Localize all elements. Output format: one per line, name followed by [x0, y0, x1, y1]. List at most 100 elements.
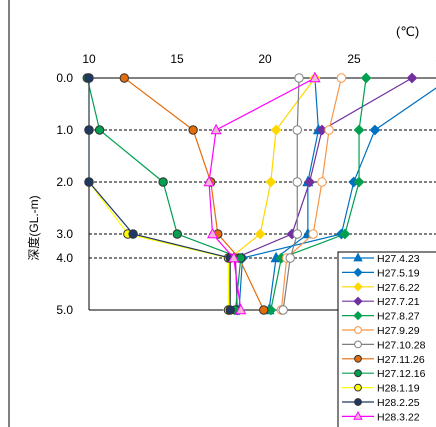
series-line [123, 77, 265, 311]
data-point [360, 72, 372, 84]
legend-label: H27.12.16 [377, 368, 426, 380]
series-line [88, 78, 231, 310]
legend-item: H27.11.26 [342, 354, 425, 366]
legend-item: H27.5.19 [342, 267, 420, 279]
data-point [354, 354, 362, 363]
data-point [353, 310, 363, 321]
legend-item: H27.6.22 [342, 282, 420, 294]
data-point [369, 124, 381, 136]
data-point [84, 73, 94, 83]
series-line [280, 77, 342, 311]
legend-item: H27.4.23 [342, 252, 420, 265]
legend-label: H27.7.21 [377, 296, 420, 308]
data-point [84, 125, 94, 135]
data-point [210, 123, 222, 135]
legend-item: H28.1.19 [342, 383, 420, 395]
data-point [354, 398, 362, 406]
series-line [282, 77, 300, 311]
legend-label: H27.8.27 [377, 311, 420, 323]
plot-area [82, 71, 436, 316]
x-tick-label: 15 [170, 52, 184, 66]
data-point [292, 229, 302, 239]
data-point [353, 282, 363, 292]
legend-item: H27.7.21 [342, 296, 420, 308]
legend-item: H27.9.29 [342, 325, 420, 337]
data-point [270, 124, 282, 136]
data-point [285, 253, 295, 263]
legend-label: H27.4.23 [377, 253, 420, 265]
series-H27.11.26 [119, 73, 269, 315]
data-point [354, 326, 362, 334]
y-tick-label: 5.0 [56, 303, 73, 317]
data-point [317, 177, 327, 187]
legend-label: H28.3.22 [377, 411, 420, 423]
legend-label: H28.2.25 [377, 397, 420, 409]
series-line [270, 77, 367, 311]
data-point [336, 73, 347, 83]
legend-item: H27.8.27 [342, 311, 420, 323]
data-point [354, 383, 362, 392]
data-point [304, 176, 316, 188]
series-line [86, 77, 242, 311]
series-H28.3.22 [203, 71, 321, 315]
data-point [353, 176, 365, 188]
data-point [292, 177, 302, 187]
data-point [353, 252, 363, 262]
data-point [228, 251, 240, 263]
y-tick-label: 4.0 [56, 251, 73, 265]
x-tick-label: 25 [347, 52, 361, 66]
data-point [294, 73, 304, 83]
series-line [88, 78, 230, 310]
y-tick-label: 0.0 [56, 71, 73, 85]
data-point [128, 229, 138, 239]
data-point [354, 340, 362, 349]
series-H28.2.25 [84, 73, 235, 315]
data-point [225, 305, 235, 315]
data-point [308, 229, 318, 239]
data-point [339, 228, 351, 240]
data-point [235, 303, 247, 315]
data-point [188, 125, 198, 135]
data-point [292, 125, 302, 135]
y-tick-label: 2.0 [56, 175, 73, 189]
legend-box [337, 251, 436, 427]
y-tick-label: 3.0 [56, 227, 73, 241]
data-point [354, 369, 362, 378]
legend-label: H27.11.26 [377, 354, 425, 366]
y-axis-title: 深度(GL.-m) [26, 195, 41, 260]
data-point [406, 72, 418, 84]
series-H28.1.19 [84, 73, 234, 315]
data-point [278, 305, 288, 315]
legend-label: H27.10.28 [377, 339, 426, 351]
data-point [119, 73, 130, 83]
data-point [84, 177, 94, 187]
legend-item: H28.2.25 [342, 397, 420, 409]
series-H27.10.28 [278, 73, 304, 315]
data-point [203, 175, 215, 187]
legend-item: H28.3.22 [342, 410, 420, 423]
series-H27.4.23 [263, 71, 324, 315]
data-point [353, 267, 363, 278]
legend-label: H28.1.19 [377, 383, 420, 395]
data-point [324, 125, 334, 135]
x-tick-label: 20 [258, 52, 272, 66]
series-line [234, 77, 413, 311]
data-point [259, 305, 269, 315]
legend-label: H27.9.29 [377, 325, 420, 337]
data-point [94, 125, 105, 135]
legend-label: H27.6.22 [377, 282, 420, 294]
data-point [265, 176, 277, 188]
data-point [353, 124, 365, 136]
data-point [254, 228, 266, 240]
series-line [238, 87, 436, 311]
data-point [309, 71, 321, 83]
series-line [208, 77, 316, 311]
data-point [353, 410, 363, 420]
series-line [268, 77, 320, 311]
series-H27.12.16 [82, 73, 246, 315]
data-point [158, 177, 168, 187]
legend-item: H27.12.16 [342, 368, 426, 380]
legend: H27.4.23 H27.5.19 H27.6.22 H27.7.21 H27.8.27… [337, 251, 436, 427]
data-point [172, 229, 182, 239]
legend-label: H27.5.19 [377, 267, 420, 279]
